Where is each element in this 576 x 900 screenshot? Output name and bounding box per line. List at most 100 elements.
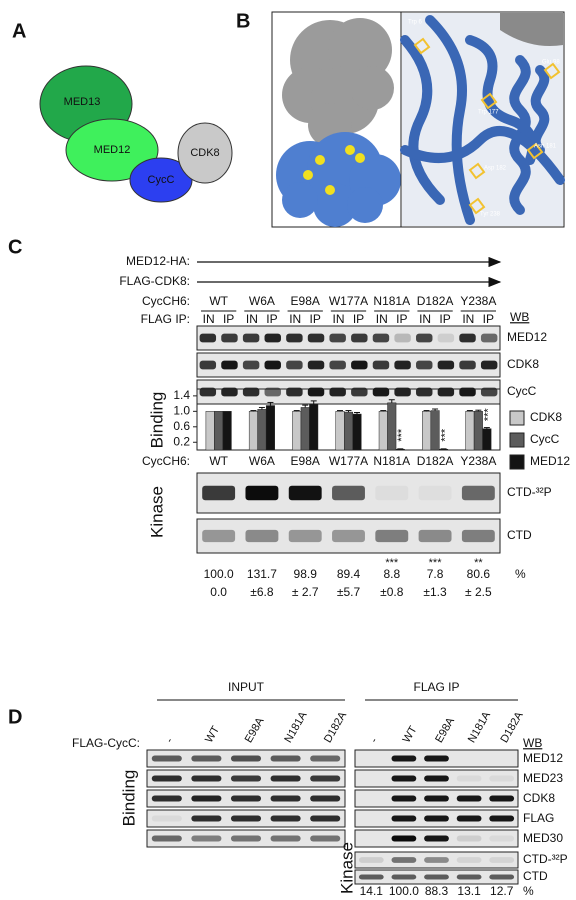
- band: [230, 755, 262, 762]
- band: [286, 360, 303, 370]
- band: [230, 815, 262, 822]
- residue-label: Tyr 238: [480, 212, 501, 218]
- x-tick-label: E98A: [291, 454, 320, 468]
- lane-type: IN: [376, 312, 388, 326]
- band: [372, 360, 390, 370]
- residue-label: Trp 177: [478, 110, 499, 116]
- blot-label: CDK8: [507, 357, 539, 371]
- protein-subunit: [177, 122, 233, 184]
- y-tick-label: 1.0: [173, 404, 190, 418]
- significance: **: [474, 557, 483, 569]
- band: [375, 485, 409, 501]
- y-tick-label: 1.4: [173, 388, 190, 402]
- band: [329, 360, 346, 370]
- band: [351, 360, 368, 370]
- band: [230, 835, 262, 842]
- activity-error: ±5.7: [337, 585, 361, 599]
- bar: [344, 411, 353, 451]
- row-label: MED12-HA:: [126, 254, 190, 268]
- side-chain: [526, 142, 544, 160]
- band: [286, 387, 303, 397]
- activity-value: 131.7: [247, 567, 277, 581]
- lane-type: IN: [462, 312, 474, 326]
- bar: [422, 411, 432, 451]
- band: [151, 815, 182, 822]
- band: [358, 874, 384, 880]
- band: [202, 485, 236, 501]
- lane-label: -: [368, 735, 380, 744]
- surface-blue: [282, 182, 318, 218]
- blot-label: FLAG: [523, 811, 554, 825]
- band: [391, 815, 417, 822]
- band: [310, 755, 341, 762]
- blot-label: MED12: [523, 751, 563, 765]
- blot: [196, 325, 501, 351]
- band: [270, 775, 301, 782]
- wb-label: WB: [523, 736, 542, 750]
- surface-blue: [347, 187, 383, 223]
- bar: [387, 402, 397, 451]
- band: [202, 529, 236, 543]
- band: [424, 755, 449, 762]
- protein-subunit: [65, 118, 159, 182]
- lane-type: IN: [203, 312, 215, 326]
- band: [151, 795, 182, 802]
- legend-swatch: [509, 410, 525, 426]
- band: [375, 529, 409, 543]
- mutant-label: E98A: [291, 294, 320, 308]
- bar: [214, 411, 224, 451]
- lane-type: IP: [396, 312, 407, 326]
- activity-value: 88.3: [425, 884, 449, 898]
- activity-error: ±0.8: [380, 585, 404, 599]
- activity-value: 100.0: [204, 567, 234, 581]
- band: [288, 485, 322, 501]
- band: [310, 795, 341, 802]
- band: [230, 775, 262, 782]
- blot-label: MED30: [523, 831, 563, 845]
- band: [391, 795, 417, 802]
- blot-label: CTD: [523, 869, 548, 883]
- band: [459, 360, 476, 370]
- band: [480, 333, 498, 343]
- significance: ***: [439, 428, 451, 442]
- lane-type: IN: [289, 312, 301, 326]
- lane-label: E98A: [243, 715, 267, 745]
- band: [480, 387, 498, 397]
- lane-type: IN: [333, 312, 345, 326]
- panel-label: A: [12, 20, 26, 42]
- surface-gray: [328, 18, 392, 82]
- blot-label: CDK8: [523, 791, 555, 805]
- mutant-label: W6A: [249, 294, 275, 308]
- blot: [354, 851, 519, 869]
- bar: [473, 411, 483, 451]
- band: [480, 360, 498, 370]
- mutant-label: WT: [209, 294, 228, 308]
- blot-label: MED23: [523, 771, 563, 785]
- band: [416, 387, 433, 397]
- side-chain: [413, 37, 431, 55]
- ribbon: [465, 35, 538, 165]
- band: [391, 874, 417, 880]
- band: [437, 387, 455, 397]
- bar: [222, 411, 232, 451]
- surface-residue: [345, 145, 355, 155]
- band: [456, 775, 482, 782]
- activity-value: 80.6: [467, 567, 491, 581]
- x-tick-label: WT: [209, 454, 228, 468]
- band: [221, 360, 238, 370]
- mutant-label: Y238A: [460, 294, 496, 308]
- surface-gray: [350, 66, 394, 110]
- bar: [248, 411, 258, 451]
- band: [489, 815, 515, 822]
- band: [391, 857, 417, 863]
- legend-label: MED12: [530, 454, 570, 468]
- activity-value: 100.0: [389, 884, 419, 898]
- band: [191, 835, 222, 842]
- activity-value: 12.7: [490, 884, 514, 898]
- surface-blue: [313, 183, 357, 227]
- bar: [482, 428, 492, 451]
- band: [191, 815, 222, 822]
- blot: [196, 518, 501, 554]
- band: [310, 815, 341, 822]
- activity-error: ±1.3: [423, 585, 447, 599]
